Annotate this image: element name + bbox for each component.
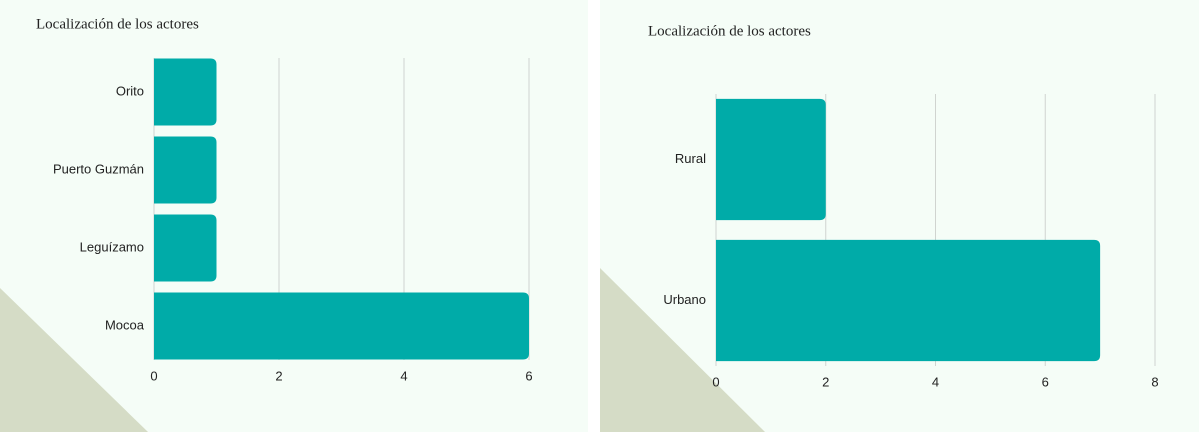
bar bbox=[154, 214, 217, 282]
y-tick-label: Orito bbox=[116, 83, 144, 98]
x-tick-label: 8 bbox=[1151, 374, 1158, 389]
y-tick-label: Rural bbox=[675, 151, 706, 166]
bar bbox=[154, 58, 217, 126]
bar bbox=[154, 136, 217, 204]
x-tick-label: 6 bbox=[1042, 374, 1049, 389]
bar bbox=[716, 239, 1101, 362]
x-tick-label: 0 bbox=[150, 368, 157, 383]
chart-title: Localización de los actores bbox=[648, 23, 811, 39]
x-tick-label: 6 bbox=[525, 368, 532, 383]
x-tick-label: 0 bbox=[712, 374, 719, 389]
y-tick-label: Puerto Guzmán bbox=[53, 161, 144, 176]
decoration bbox=[600, 268, 765, 432]
chart-title: Localización de los actores bbox=[36, 16, 199, 32]
decoration bbox=[0, 288, 148, 432]
x-tick-label: 2 bbox=[822, 374, 829, 389]
x-tick-label: 4 bbox=[400, 368, 407, 383]
y-tick-label: Leguízamo bbox=[80, 239, 144, 254]
y-tick-label: Mocoa bbox=[105, 317, 145, 332]
bar bbox=[716, 98, 826, 221]
x-tick-label: 4 bbox=[932, 374, 939, 389]
panel-background bbox=[0, 0, 588, 432]
x-tick-label: 2 bbox=[275, 368, 282, 383]
bar bbox=[154, 292, 529, 360]
y-tick-label: Urbano bbox=[663, 292, 706, 307]
